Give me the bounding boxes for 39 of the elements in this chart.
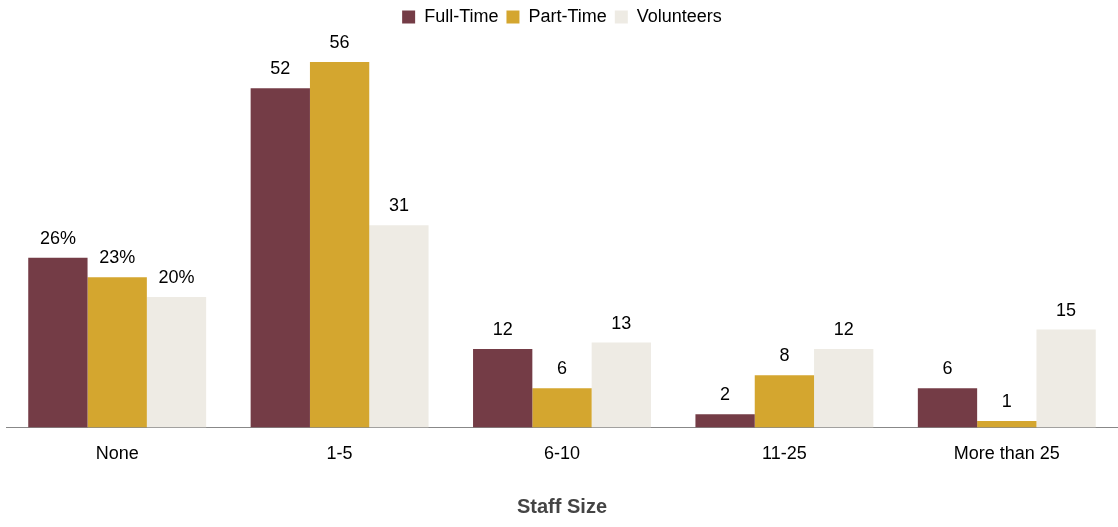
x-tick-label: None <box>95 443 139 464</box>
legend-label: Volunteers <box>636 5 722 26</box>
x-tick-label: 11-25 <box>762 443 807 464</box>
bar <box>146 296 207 428</box>
data-label: 15 <box>1056 299 1077 320</box>
x-axis-title: Staff Size <box>516 494 608 517</box>
bar <box>695 414 755 428</box>
data-label: 31 <box>388 195 409 216</box>
legend-label: Part-Time <box>528 5 607 26</box>
bar <box>917 388 978 428</box>
bar <box>369 225 429 428</box>
data-label: 52 <box>270 58 291 79</box>
bar <box>814 349 874 428</box>
data-label: 2 <box>720 384 731 405</box>
data-label: 23% <box>99 247 136 268</box>
bar <box>977 420 1037 428</box>
x-tick-label: More than 25 <box>953 443 1060 464</box>
data-label: 12 <box>492 319 513 340</box>
bar <box>754 375 815 428</box>
bar <box>87 277 147 428</box>
data-label: 6 <box>556 358 568 379</box>
data-label: 12 <box>833 319 854 340</box>
legend-label: Full-Time <box>424 5 499 26</box>
data-label: 1 <box>1001 390 1012 411</box>
bar <box>1036 329 1096 428</box>
x-tick-label: 6-10 <box>543 443 581 464</box>
x-tick-label: 1-5 <box>326 443 353 464</box>
data-label: 13 <box>611 312 632 333</box>
data-label: 56 <box>329 32 350 53</box>
bar <box>473 349 533 428</box>
bar <box>591 342 651 428</box>
bar <box>28 257 88 428</box>
data-label: 20% <box>158 266 195 287</box>
bar <box>309 62 370 428</box>
bar <box>250 88 310 428</box>
data-label: 6 <box>942 358 953 379</box>
bar <box>532 388 592 428</box>
data-label: 26% <box>39 227 76 248</box>
data-label: 8 <box>779 345 790 366</box>
